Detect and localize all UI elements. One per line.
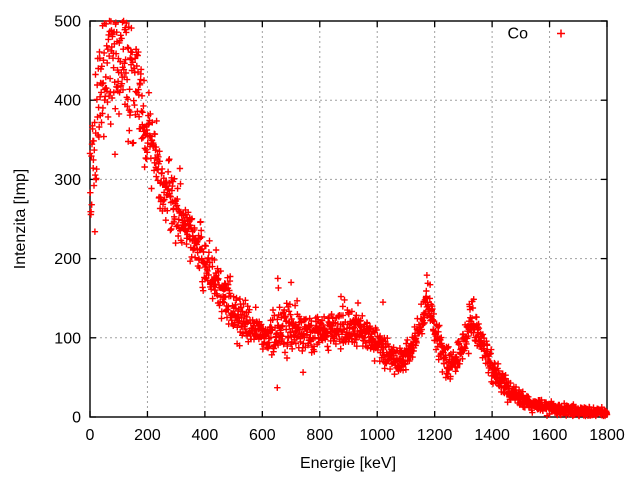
legend: Co: [508, 26, 565, 43]
legend-plus-marker-icon: [557, 29, 565, 38]
x-tick-label: 600: [249, 427, 276, 444]
x-axis-label: Energie [keV]: [300, 455, 396, 472]
y-tick-labels: 0 100 200 300 400 500: [54, 14, 81, 427]
x-tick-label: 1000: [359, 427, 395, 444]
plot-border: [89, 20, 608, 418]
y-tick-label: 0: [72, 410, 81, 427]
x-tick-label: 1200: [417, 427, 453, 444]
gridlines: [89, 20, 608, 418]
x-tick-label: 1600: [532, 427, 568, 444]
y-axis-label: Intenzita [Imp]: [12, 169, 29, 270]
x-tick-label: 1400: [474, 427, 510, 444]
y-tick-label: 400: [54, 93, 81, 110]
scatter-plus-markers: [86, 17, 611, 420]
x-tick-labels: 0 200 400 600 800 1000 1200 1400 1600 1800: [86, 427, 625, 444]
x-tick-label: 200: [134, 427, 161, 444]
data-points-series-co: [86, 17, 611, 420]
legend-label: Co: [508, 26, 529, 43]
tick-marks: [89, 20, 608, 418]
x-tick-label: 0: [86, 427, 95, 444]
y-tick-label: 500: [54, 14, 81, 31]
x-tick-label: 1800: [589, 427, 625, 444]
y-tick-label: 100: [54, 330, 81, 347]
y-tick-label: 200: [54, 251, 81, 268]
y-tick-label: 300: [54, 172, 81, 189]
x-tick-label: 400: [192, 427, 219, 444]
x-tick-label: 800: [306, 427, 333, 444]
